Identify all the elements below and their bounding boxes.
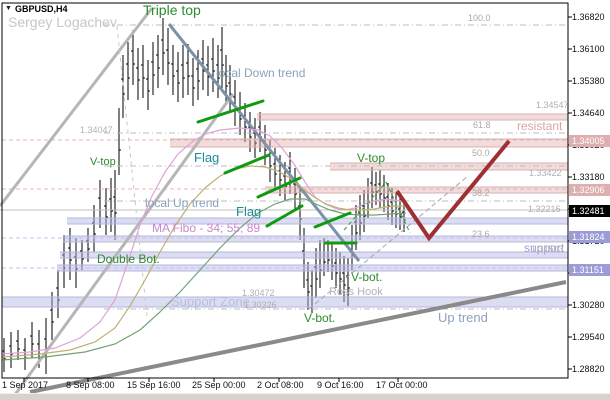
support-zone[interactable] — [2, 297, 568, 307]
resistance-zone[interactable] — [257, 114, 568, 120]
fib-100-label: 100.0 — [468, 13, 491, 23]
window-bottom-strip — [0, 393, 610, 400]
time-axis-label: 2 Oct 08:00 — [257, 380, 304, 390]
ross-hook-label: Ross Hook — [329, 286, 383, 298]
time-axis-label: 15 Sep 16:00 — [127, 380, 181, 390]
ma-55-line — [1, 165, 406, 358]
ma-fibo-label: MA Fibo - 34; 55; 89 — [152, 221, 261, 235]
flag-trendline[interactable] — [265, 204, 304, 228]
price-axis-label: 1.33180 — [572, 172, 605, 182]
support-zone[interactable] — [60, 252, 568, 258]
level-1-33422: 1.33422 — [529, 168, 562, 178]
support-zone[interactable] — [63, 236, 568, 242]
v-bot-right-label: V-bot. — [351, 270, 383, 284]
price-level-tag: 1.32481 — [569, 205, 610, 217]
price-axis-label: 1.35380 — [572, 76, 605, 86]
plot-border — [1, 2, 569, 379]
price-axis-label: 1.29540 — [572, 332, 605, 342]
local-up-trend-label: local Up trend — [145, 196, 220, 210]
support-zone[interactable] — [67, 218, 568, 224]
level-1-32216: 1.32216 — [528, 204, 561, 214]
fib-38-2-label: 38.2 — [472, 188, 490, 198]
v-pattern-guide[interactable] — [343, 181, 387, 231]
price-axis-label: 1.28820 — [572, 364, 605, 374]
flag-trendline[interactable] — [256, 176, 302, 199]
triple-top-label: Triple top — [143, 2, 201, 18]
chevron-down-icon[interactable]: ▼ — [5, 5, 12, 12]
double-bot-label: Double Bot. — [97, 252, 160, 266]
level-1-34547: 1.34547 — [536, 100, 569, 110]
triangle-left-trendline[interactable] — [0, 7, 154, 207]
flag-trendline[interactable] — [313, 211, 352, 229]
symbol-title: GBPUSD,H4 — [15, 4, 68, 14]
price-level-tag: 1.31824 — [569, 231, 610, 243]
price-level-tag: 1.32906 — [569, 184, 610, 196]
ross-hook-trendline[interactable] — [308, 175, 469, 310]
local-down-trend-label: local Down trend — [216, 66, 306, 80]
time-axis-label: 1 Sep 2017 — [2, 380, 49, 390]
flag-1-label: Flag — [194, 150, 220, 165]
time-axis-label: 9 Oct 16:00 — [317, 380, 364, 390]
flag-2-label: Flag — [236, 204, 262, 219]
level-1-30326: 1.30326 — [244, 300, 277, 310]
price-level-tag: 1.31151 — [569, 264, 610, 276]
v-bot-left-label: V-bot. — [304, 311, 336, 325]
support-label: support — [524, 241, 565, 255]
time-axis-label: 25 Sep 00:00 — [192, 380, 246, 390]
price-axis-label: 1.30280 — [572, 300, 605, 310]
resistant-label: resistant — [517, 119, 563, 133]
level-1-30472: 1.30472 — [242, 288, 275, 298]
resistance-zone[interactable] — [330, 163, 568, 170]
v-top-right-label: V-top — [357, 151, 386, 165]
level-1-31503: 1.31503 — [531, 244, 564, 254]
level-1-34047: 1.34047 — [80, 125, 113, 135]
flag-trendline[interactable] — [196, 99, 265, 124]
support-zone-label: Support Zone — [171, 294, 250, 309]
up-trend-label: Up trend — [438, 310, 488, 325]
local-up-trendline[interactable] — [12, 93, 235, 397]
fib-anchor-line[interactable] — [116, 25, 148, 317]
watermark: Sergey Logachev — [8, 14, 117, 30]
ma-34-line — [1, 127, 407, 355]
time-axis-label: 8 Sep 08:00 — [66, 380, 115, 390]
fib-50-0-label: 50.0 — [472, 148, 490, 158]
time-axis-label: 17 Oct 00:00 — [376, 380, 428, 390]
fib-23-6-label: 23.6 — [472, 229, 490, 239]
up-trendline[interactable] — [29, 280, 567, 394]
v-pattern-guide[interactable] — [385, 181, 411, 234]
v-top-left-label: V-top — [90, 156, 116, 168]
flag-trendline[interactable] — [223, 153, 271, 175]
price-axis-label: 1.34640 — [572, 108, 605, 118]
price-axis-label: 1.36820 — [572, 12, 605, 22]
resistance-zone[interactable] — [265, 187, 568, 193]
price-level-tag: 1.34005 — [569, 135, 610, 147]
ma-89-line — [1, 198, 407, 361]
resistance-zone[interactable] — [170, 139, 568, 147]
price-axis-label: 1.36100 — [572, 44, 605, 54]
fib-61-8-label: 61.8 — [473, 120, 491, 130]
forecast-path[interactable] — [395, 139, 511, 242]
